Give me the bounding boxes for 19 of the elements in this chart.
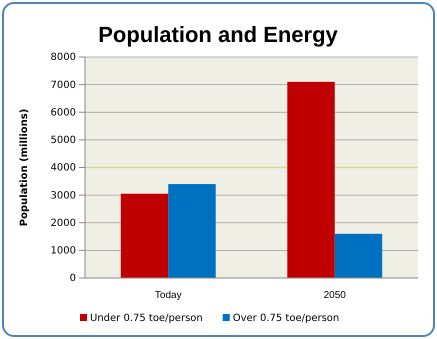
y-tick-label: 7000 (50, 80, 76, 91)
y-axis-title: Population (millions) (19, 108, 30, 226)
y-tick-label: 3000 (50, 190, 76, 202)
x-tick-label: 2050 (324, 290, 346, 302)
y-tick-label: 0 (70, 273, 76, 284)
chart-title: Population and Energy (98, 22, 339, 47)
y-tick-label: 4000 (50, 162, 76, 174)
legend-label: Under 0.75 toe/person (90, 313, 203, 324)
y-tick-label: 8000 (50, 52, 76, 64)
bar (334, 234, 382, 278)
bar (168, 184, 216, 278)
bar (120, 194, 168, 278)
y-tick-label: 6000 (50, 107, 76, 118)
y-tick-label: 2000 (50, 218, 76, 229)
y-tick-label: 1000 (50, 246, 76, 257)
legend-label: Over 0.75 toe/person (232, 313, 340, 324)
y-tick-label: 5000 (50, 135, 76, 146)
x-tick-label: Today (154, 290, 182, 302)
bar (287, 82, 335, 278)
